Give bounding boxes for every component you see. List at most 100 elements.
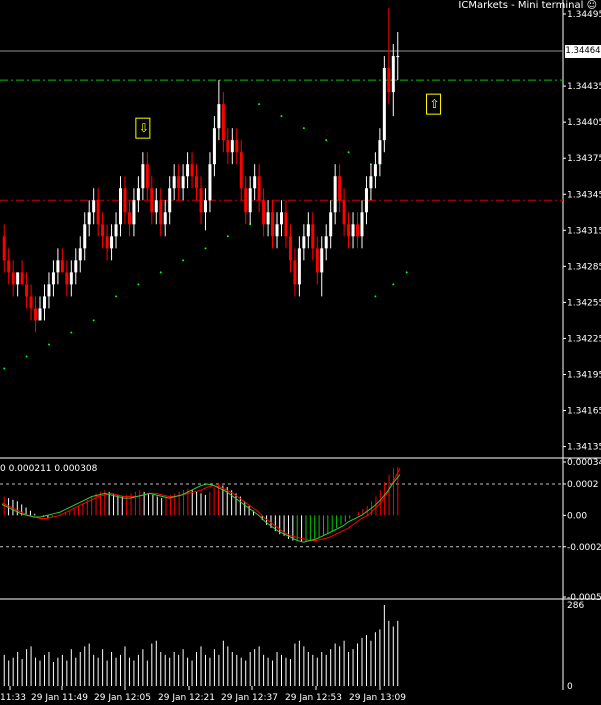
grid bbox=[0, 0, 601, 690]
sar-dot bbox=[226, 235, 229, 238]
terminal-title-text: ICMarkets - Mini terminal bbox=[458, 0, 584, 11]
candle-body bbox=[212, 128, 216, 165]
candle-body bbox=[248, 188, 252, 213]
candle-body bbox=[25, 284, 29, 297]
smiley-icon[interactable]: ☺ bbox=[586, 0, 597, 11]
candle-body bbox=[190, 164, 194, 177]
candle-body bbox=[378, 140, 382, 165]
candle-body bbox=[351, 224, 355, 237]
candle-body bbox=[203, 200, 207, 213]
candle-body bbox=[347, 224, 351, 237]
arrow-box bbox=[426, 93, 442, 115]
candle-body bbox=[141, 164, 145, 189]
candle-body bbox=[87, 212, 91, 225]
candle-body bbox=[235, 140, 239, 153]
candle-body bbox=[284, 212, 288, 237]
candle-body bbox=[306, 224, 310, 237]
y-tick-label: 1.34135 bbox=[567, 443, 601, 453]
candle-body bbox=[56, 260, 60, 273]
candle-body bbox=[324, 236, 328, 249]
candle-body bbox=[69, 272, 73, 285]
candle-body bbox=[16, 272, 20, 285]
candle-body bbox=[2, 236, 6, 261]
candle-body bbox=[177, 176, 181, 189]
sar-dot bbox=[137, 283, 140, 286]
x-tick-label: 11:33 bbox=[0, 693, 26, 703]
candle-body bbox=[333, 176, 337, 213]
candle-body bbox=[119, 188, 123, 225]
candle-body bbox=[145, 164, 149, 189]
candle-body bbox=[199, 188, 203, 213]
x-tick-label: 29 Jan 12:05 bbox=[94, 693, 151, 703]
sar-dot bbox=[25, 355, 28, 358]
candle-body bbox=[195, 176, 199, 189]
candle-body bbox=[221, 104, 225, 141]
sar-dot bbox=[47, 343, 50, 346]
sar-dot bbox=[70, 331, 73, 334]
candle-body bbox=[29, 296, 33, 309]
sar-dot bbox=[392, 283, 395, 286]
candle-body bbox=[150, 188, 154, 213]
arrow-down-icon: ⇩ bbox=[139, 121, 149, 135]
y-tick-label: 1.34405 bbox=[567, 118, 601, 128]
candle-body bbox=[373, 164, 377, 177]
candle-body bbox=[105, 236, 109, 249]
sar-dot bbox=[115, 295, 118, 298]
sar-dot bbox=[3, 367, 6, 370]
candle-body bbox=[253, 176, 257, 189]
candle-body bbox=[297, 248, 301, 285]
candle-body bbox=[186, 164, 190, 177]
candle-body bbox=[38, 308, 42, 321]
candle-body bbox=[338, 176, 342, 201]
sar-dot bbox=[258, 103, 261, 106]
candle-body bbox=[110, 236, 114, 249]
y-tick-label: 1.34285 bbox=[567, 262, 601, 272]
candle-body bbox=[172, 176, 176, 189]
candle-body bbox=[217, 104, 221, 129]
y-tick-label: 1.34435 bbox=[567, 82, 601, 92]
candle-body bbox=[163, 212, 167, 225]
x-tick-label: 29 Jan 12:21 bbox=[158, 693, 215, 703]
sar-dot bbox=[374, 295, 377, 298]
candle-body bbox=[311, 224, 315, 249]
candle-body bbox=[127, 212, 131, 225]
x-tick-label: 29 Jan 13:09 bbox=[349, 693, 406, 703]
candle-body bbox=[356, 224, 360, 237]
candle-body bbox=[369, 176, 373, 189]
sar-dot bbox=[405, 271, 408, 274]
time-axis: 11:33 29 Jan 11:49 29 Jan 12:05 29 Jan 12:2… bbox=[0, 686, 406, 703]
candle-body bbox=[329, 212, 333, 237]
y-tick-label: 1.34225 bbox=[567, 334, 601, 344]
terminal-title: ICMarkets - Mini terminal ☺ bbox=[458, 0, 597, 11]
candle-body bbox=[7, 260, 11, 273]
macd-y-tick-label: 0.00034 bbox=[567, 458, 601, 468]
candle-body bbox=[181, 176, 185, 189]
candle-body bbox=[391, 56, 395, 93]
candle-body bbox=[396, 56, 400, 58]
candle-body bbox=[288, 236, 292, 261]
y-tick-label: 1.34165 bbox=[567, 407, 601, 417]
y-tick-label: 1.34195 bbox=[567, 370, 601, 380]
candle-body bbox=[257, 176, 261, 201]
candle-body bbox=[226, 140, 230, 153]
candle-body bbox=[315, 248, 319, 273]
signal-arrows: ⇩⇧ bbox=[135, 93, 442, 139]
y-tick-label: 1.34375 bbox=[567, 154, 601, 164]
y-tick-label: 1.34495 bbox=[567, 10, 601, 20]
sar-dot bbox=[182, 259, 185, 262]
candle-body bbox=[101, 224, 105, 237]
candle-body bbox=[230, 140, 234, 153]
sar-dot bbox=[347, 151, 350, 154]
macd-y-tick-label: 0.00 bbox=[567, 511, 587, 521]
candle-body bbox=[279, 212, 283, 225]
candle-body bbox=[342, 200, 346, 225]
candle-body bbox=[60, 260, 64, 273]
candle-body bbox=[47, 284, 51, 297]
candle-body bbox=[208, 164, 212, 201]
candle-body bbox=[132, 200, 136, 225]
candle-body bbox=[83, 224, 87, 249]
candle-body bbox=[244, 188, 248, 213]
sar-dot bbox=[92, 319, 95, 322]
x-tick-label: 29 Jan 12:53 bbox=[285, 693, 342, 703]
candle-body bbox=[154, 200, 158, 213]
